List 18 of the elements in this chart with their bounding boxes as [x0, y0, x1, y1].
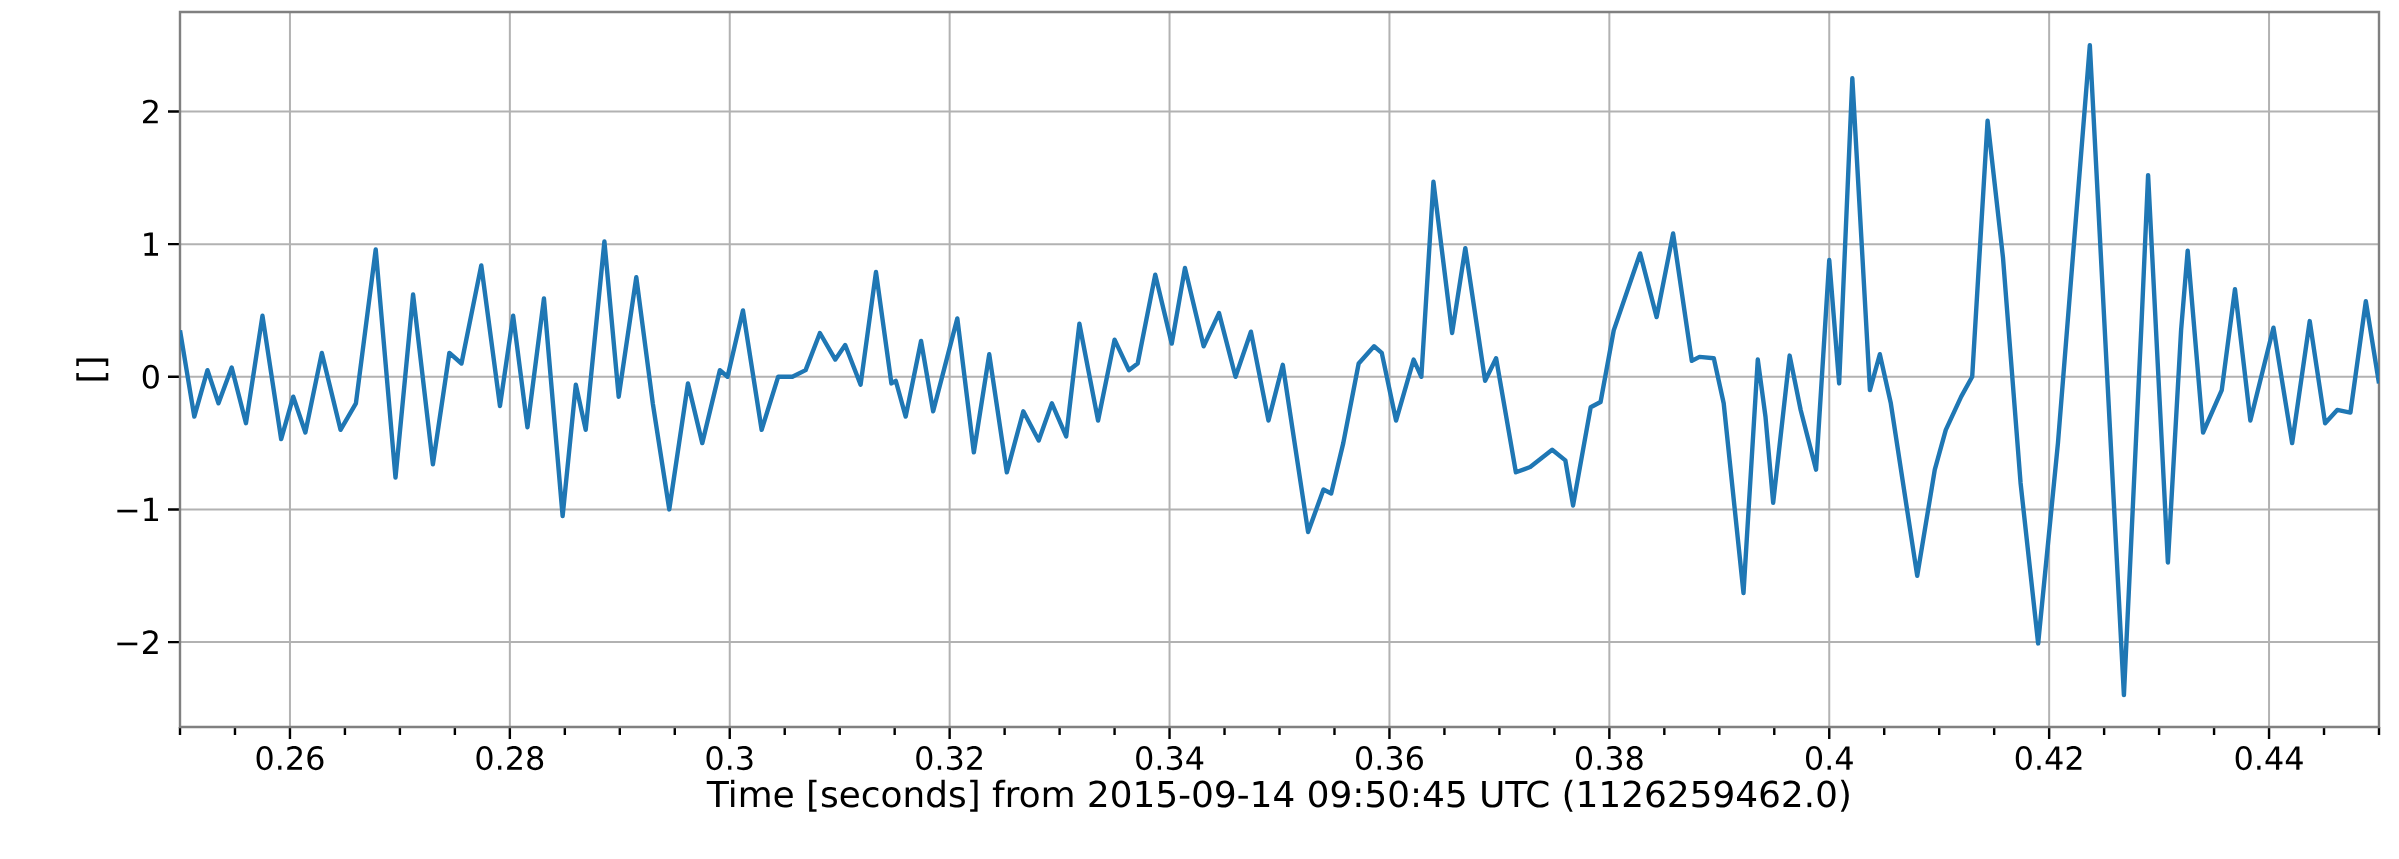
x-tick-label: 0.4 [1805, 746, 1853, 771]
line-series [180, 42, 2379, 698]
y-tick-label: 2 [143, 99, 158, 124]
x-tick-label: 0.32 [916, 746, 982, 771]
x-tick-label: 0.28 [476, 746, 544, 771]
y-tick-label: −2 [117, 630, 158, 654]
x-tick-label: 0.26 [256, 746, 324, 771]
y-tick-label: 0 [142, 364, 159, 389]
x-axis-title: Time [seconds] from 2015-09-14 09:50:45 UTC (1126259462.0) [706, 779, 1849, 812]
x-tick-label: 0.34 [1136, 746, 1204, 771]
x-tick-label: 0.36 [1356, 746, 1423, 771]
x-tick-label: 0.3 [706, 746, 753, 771]
y-tick-label: −1 [117, 497, 159, 522]
y-axis-title: [] [76, 358, 109, 381]
x-tick-label: 0.38 [1575, 746, 1643, 771]
y-tick-label: 1 [144, 232, 159, 256]
x-tick-label: 0.44 [2235, 746, 2303, 771]
x-tick-label: 0.42 [2015, 746, 2082, 771]
